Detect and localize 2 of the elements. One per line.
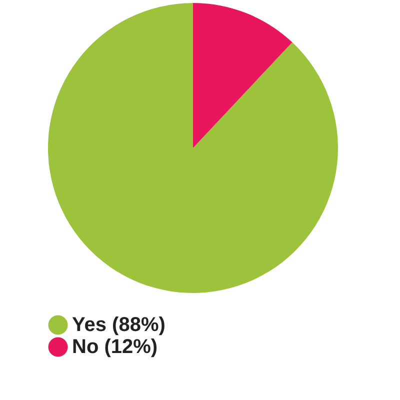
legend-label: No (12%) bbox=[72, 336, 158, 358]
legend-label: Yes (88%) bbox=[72, 314, 166, 336]
